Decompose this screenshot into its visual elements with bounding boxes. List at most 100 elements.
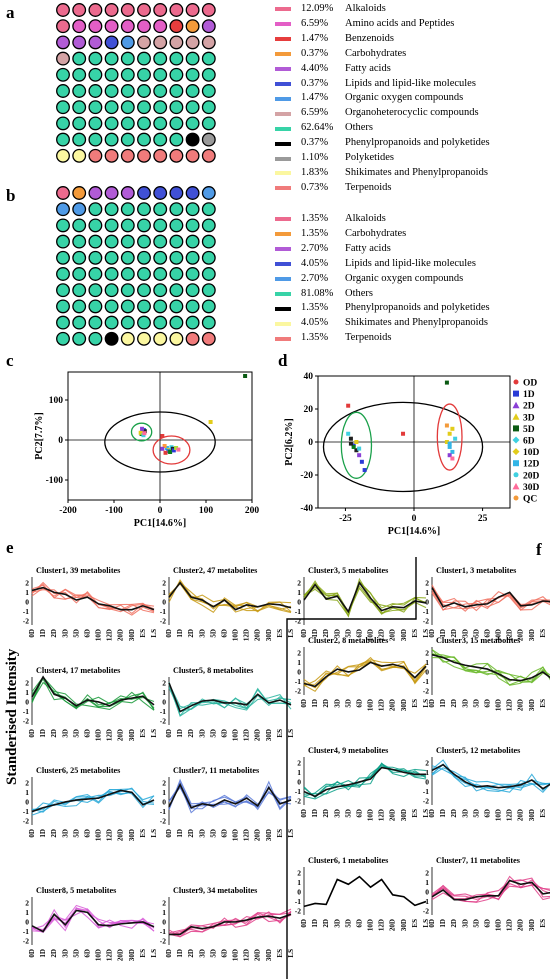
cluster-x-tick: 6D (355, 919, 363, 928)
cluster-x-tick: 5D (72, 629, 80, 638)
cluster-y-tick: -1 (160, 807, 166, 816)
cluster-y-tick: -2 (23, 817, 29, 826)
waffle-cell (201, 250, 216, 265)
waffle-cell (56, 116, 70, 131)
confidence-ellipse (130, 422, 153, 442)
x-tick-label: 100 (199, 506, 214, 516)
waffle-cell (153, 234, 168, 249)
legend-marker (513, 425, 519, 432)
cluster-y-tick: -1 (423, 607, 429, 616)
cluster-x-tick: 3D (61, 629, 69, 638)
waffle-cell (137, 202, 151, 217)
cluster-x-tick: 2D (187, 729, 195, 738)
waffle-cell (201, 132, 216, 147)
waffle-cell (153, 218, 168, 233)
legend-label: Organoheterocyclic compounds (345, 107, 479, 119)
data-point (243, 374, 248, 378)
cluster-x-tick: 10D (367, 919, 375, 931)
legend-swatch (275, 306, 291, 311)
waffle-cell (120, 19, 135, 34)
cluster-x-tick: 20D (517, 629, 525, 641)
cluster-y-tick: -1 (295, 787, 301, 796)
cluster-mean-line (303, 661, 427, 688)
cluster-x-tick: 12D (378, 629, 386, 641)
waffle-chart-a (56, 3, 216, 163)
legend-item: 12.09% Alkaloids (275, 2, 490, 17)
waffle-cell (88, 148, 103, 163)
cluster-member-line (168, 778, 292, 810)
cluster-y-tick: 2 (425, 868, 429, 877)
waffle-cell (185, 100, 200, 115)
cluster-mean-line (303, 766, 426, 798)
waffle-cell (104, 202, 119, 217)
pca-chart-c: -200 -100 0 100 200 100 0 -100 PC1[14.6%] PC2[7.7… (34, 371, 259, 528)
waffle-cell (153, 148, 168, 163)
cluster-y-tick: -2 (423, 797, 429, 806)
cluster-x-tick: 2D (322, 629, 330, 638)
cluster-x-tick: 30D (528, 629, 536, 641)
y-tick-label: -40 (300, 504, 313, 514)
panel-letter-e: e (6, 538, 14, 557)
waffle-cell (72, 299, 87, 314)
cluster-member-line (303, 763, 427, 798)
cluster-x-tick: 5D (72, 829, 80, 838)
cluster-x-tick: 2D (50, 629, 58, 638)
legend-percent: 1.47% (301, 92, 329, 104)
cluster-x-tick: 6D (355, 629, 363, 638)
cluster-x-tick: 6D (83, 629, 91, 638)
cluster-x-tick: 10D (95, 949, 103, 961)
waffle-cell (185, 148, 200, 163)
cluster-member-line (168, 580, 292, 614)
legend-percent: 2.70% (301, 272, 329, 284)
cluster-x-tick: ES (539, 629, 547, 638)
cluster-x-tick: ES (139, 629, 147, 638)
legend-item: 2.70% Organic oxygen compounds (275, 272, 490, 287)
waffle-cell (201, 100, 216, 115)
legend-percent: 6.59% (301, 17, 329, 29)
waffle-cell (56, 250, 70, 265)
cluster-member-line (303, 659, 427, 689)
cluster-x-tick: 20D (117, 829, 125, 841)
waffle-cell (88, 186, 103, 200)
waffle-cell (153, 283, 168, 298)
cluster-x-tick: 0D (428, 919, 436, 928)
waffle-cell (185, 132, 200, 147)
waffle-cell (201, 35, 216, 50)
cluster-x-tick: 0D (428, 809, 436, 818)
legend-percent: 6.59% (301, 107, 329, 119)
data-point (168, 450, 173, 454)
waffle-cell (137, 84, 151, 98)
cluster-member-line (431, 653, 550, 683)
waffle-cell (56, 84, 70, 98)
waffle-cell (137, 283, 151, 298)
waffle-cell (72, 218, 87, 233)
waffle-cell (201, 19, 216, 34)
confidence-ellipse (436, 403, 463, 471)
waffle-cell (185, 299, 200, 314)
waffle-cell (72, 234, 87, 249)
waffle-cell (201, 299, 216, 314)
cluster-x-tick: LS (287, 729, 295, 738)
data-point (163, 450, 168, 455)
cluster-x-tick: 2D (187, 629, 195, 638)
cluster-x-tick: 10D (232, 729, 240, 741)
waffle-cell (104, 250, 119, 265)
cluster-mean-line (303, 581, 427, 614)
waffle-cell (153, 84, 168, 98)
waffle-cell (120, 202, 135, 217)
cluster-y-tick: 0 (162, 797, 166, 806)
legend-marker (513, 460, 519, 467)
panel-letter-b: b (6, 186, 16, 205)
cluster-x-tick: 3D (61, 829, 69, 838)
waffle-cell (169, 84, 184, 98)
waffle-cell (72, 3, 87, 17)
cluster-x-tick: 2D (187, 949, 195, 958)
cluster-x-tick: 2D (50, 949, 58, 958)
waffle-cell (104, 283, 119, 298)
legend-percent: 0.37% (301, 47, 329, 59)
cluster-x-tick: 12D (243, 629, 251, 641)
cluster-x-tick: 0D (28, 729, 36, 738)
legend-percent: 0.37% (301, 137, 329, 149)
waffle-cell (72, 132, 87, 147)
waffle-cell (88, 67, 103, 82)
